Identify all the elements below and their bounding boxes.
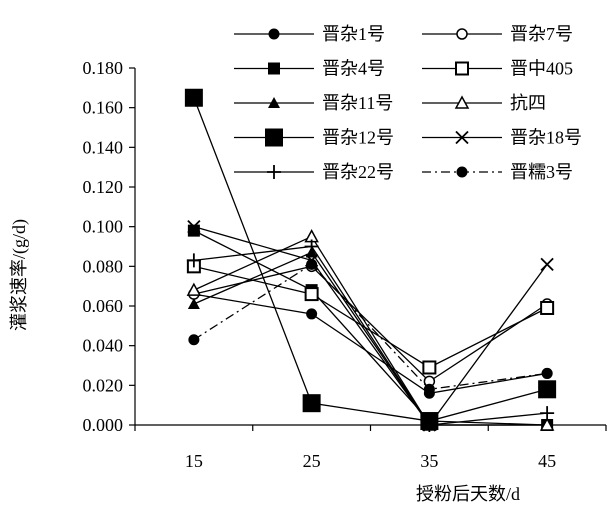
y-tick-label: 0.140: [83, 137, 124, 157]
data-point: [538, 380, 557, 399]
y-tick-label: 0.060: [83, 296, 124, 316]
legend-item: 晋杂1号: [234, 24, 385, 44]
data-point: [186, 282, 202, 296]
y-tick-label: 0.040: [83, 336, 124, 356]
legend-label: 晋中405: [510, 59, 573, 79]
y-tick-label: 0.080: [83, 256, 124, 276]
legend-item: 晋中405: [422, 59, 573, 79]
y-tick-label: 0.100: [83, 217, 124, 237]
y-axis-title: 灌浆速率/(g/d): [9, 219, 30, 331]
series-line: [193, 263, 548, 390]
legend-item: 晋糯3号: [422, 162, 573, 182]
data-point: [423, 383, 435, 395]
x-tick-label: 35: [420, 451, 438, 471]
legend-marker: [268, 97, 280, 108]
series-10: [188, 258, 553, 395]
y-tick-label: 0.120: [83, 177, 124, 197]
series-line: [193, 235, 548, 426]
legend-item: 抗四: [422, 93, 546, 113]
y-tick-label: 0.000: [83, 415, 124, 435]
legend-label: 抗四: [510, 93, 546, 113]
data-point: [540, 300, 555, 315]
legend-marker: [455, 130, 469, 145]
legend-marker: [456, 28, 468, 40]
data-point: [187, 298, 200, 310]
y-tick-label: 0.180: [83, 58, 124, 78]
data-point: [186, 253, 201, 268]
legend-marker: [456, 166, 468, 178]
legend-marker: [268, 28, 280, 40]
series-layer: [184, 88, 557, 432]
x-tick-label: 15: [185, 451, 203, 471]
x-tick-label: 25: [303, 451, 321, 471]
legend-label: 晋杂12号: [322, 128, 394, 148]
data-point: [306, 258, 318, 270]
y-tick-label: 0.160: [83, 98, 124, 118]
legend-marker: [267, 165, 281, 179]
legend-marker: [455, 61, 469, 76]
data-point: [541, 367, 553, 379]
x-tick-label: 45: [538, 451, 556, 471]
legend-label: 晋杂22号: [322, 162, 394, 182]
legend-marker: [268, 62, 280, 75]
data-point: [187, 220, 201, 234]
data-point: [422, 360, 437, 375]
legend-label: 晋杂4号: [322, 59, 385, 79]
legend-label: 晋杂7号: [510, 24, 573, 44]
axes: 0.000 0.020 0.040 0.060 0.080 0.100 0.120 0.140…: [83, 58, 607, 471]
data-point: [540, 257, 554, 271]
series-8: [187, 220, 554, 432]
data-point: [540, 406, 555, 421]
legend-label: 晋糯3号: [510, 162, 573, 182]
legend-label: 晋杂11号: [322, 93, 393, 113]
data-point: [306, 308, 318, 320]
series-line: [193, 97, 548, 422]
series-9: [186, 239, 555, 432]
legend-marker: [454, 95, 470, 109]
data-point: [302, 394, 321, 413]
legend-item: 晋杂22号: [234, 162, 394, 182]
series-2: [188, 260, 553, 388]
data-point: [539, 417, 555, 431]
series-line: [193, 230, 548, 426]
legend-label: 晋杂1号: [322, 24, 385, 44]
data-point: [188, 334, 200, 346]
legend-marker: [265, 128, 283, 147]
series-line: [193, 293, 548, 394]
y-tick-label: 0.020: [83, 375, 124, 395]
legend-item: 晋杂11号: [234, 93, 393, 113]
legend-item: 晋杂12号: [234, 128, 394, 148]
series-line: [193, 265, 548, 383]
legend-item: 晋杂7号: [422, 24, 573, 44]
series-line: [193, 245, 548, 426]
series-3: [187, 224, 554, 431]
legend-item: 晋杂4号: [234, 59, 385, 79]
x-axis-title: 授粉后天数/d: [416, 484, 520, 504]
series-line: [193, 226, 548, 427]
legend-item: 晋杂18号: [422, 128, 582, 148]
data-point: [304, 239, 319, 254]
data-point: [422, 418, 437, 432]
legend-label: 晋杂18号: [510, 128, 582, 148]
data-point: [184, 88, 203, 107]
data-point: [304, 287, 319, 302]
